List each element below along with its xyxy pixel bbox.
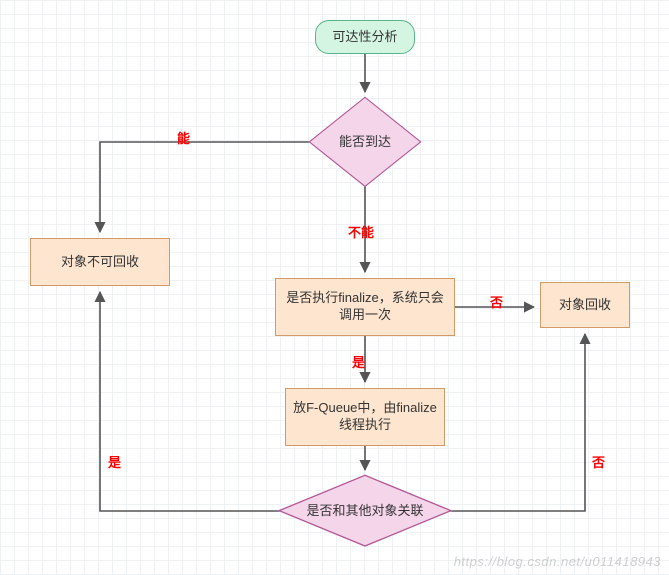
edge-label-p_fin-p_queue: 是 [352,352,365,371]
node-decision-reachable: 能否到达 [310,98,420,186]
edge-d2-p_left [100,292,280,511]
node-recycle: 对象回收 [540,282,630,328]
node-start: 可达性分析 [315,20,415,54]
watermark: https://blog.csdn.net/u011418943 [454,554,661,569]
flowchart-canvas: 可达性分析 能否到达 对象不可回收 是否执行finalize，系统只会调用一次 … [0,0,669,575]
edge-d2-p_recy [450,334,585,511]
node-start-label: 可达性分析 [332,29,397,46]
edge-label-p_fin-p_recy: 否 [490,292,503,311]
node-fqueue-label: 放F-Queue中，由finalize线程执行 [292,400,438,434]
node-fqueue: 放F-Queue中，由finalize线程执行 [285,388,445,446]
node-not-recyclable: 对象不可回收 [30,238,170,286]
node-finalize-check: 是否执行finalize，系统只会调用一次 [275,278,455,336]
edge-d1-p_left [100,142,310,232]
edge-label-d2-p_recy: 否 [592,452,605,471]
node-not-recyclable-label: 对象不可回收 [61,254,139,271]
edge-label-d1-p_left: 能 [177,128,190,147]
edge-label-d1-p_fin: 不能 [348,222,374,241]
node-recycle-label: 对象回收 [559,297,611,314]
node-finalize-check-label: 是否执行finalize，系统只会调用一次 [282,290,448,324]
edge-label-d2-p_left: 是 [108,452,121,471]
node-decision-associated: 是否和其他对象关联 [280,476,450,546]
